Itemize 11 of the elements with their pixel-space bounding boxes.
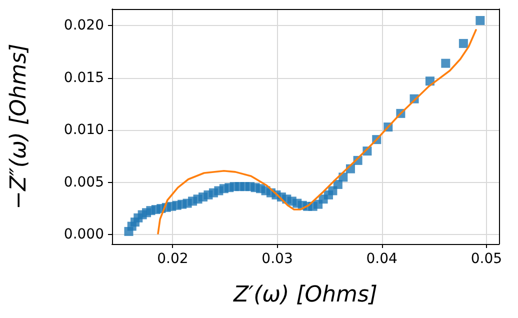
x-axis-title: Z′(ω) [Ohms] xyxy=(232,282,378,308)
y-axis-title: −Z″(ω) [Ohms] xyxy=(6,44,32,210)
y-tick-label: 0.005 xyxy=(64,174,104,190)
x-tick-label: 0.03 xyxy=(262,251,293,267)
y-tick-label: 0.015 xyxy=(64,70,104,86)
x-tick-label: 0.05 xyxy=(470,251,502,267)
y-tick-label: 0.020 xyxy=(64,18,104,34)
x-tick-label: 0.02 xyxy=(157,251,188,267)
y-tick-label: 0.000 xyxy=(64,226,104,243)
x-tick-label: 0.04 xyxy=(366,251,398,267)
y-tick-label: 0.010 xyxy=(64,122,104,138)
